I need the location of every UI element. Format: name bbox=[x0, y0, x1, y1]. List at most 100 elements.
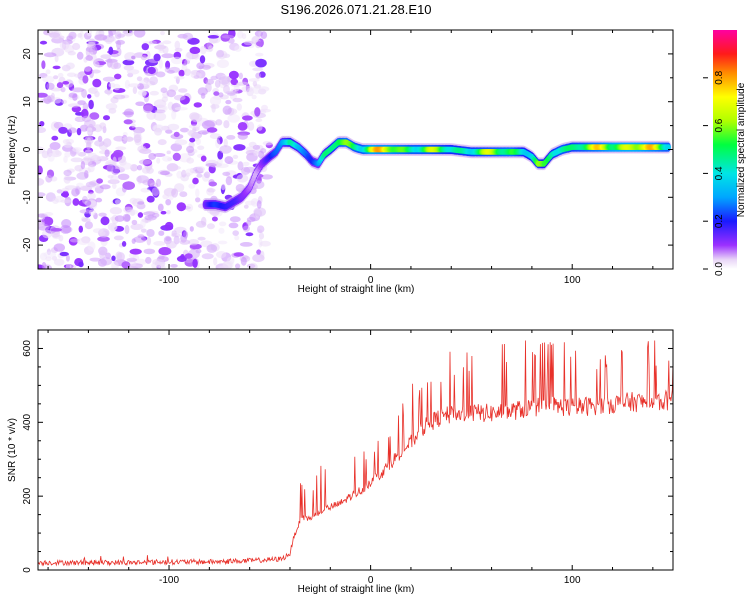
noise-blob bbox=[131, 238, 136, 244]
colorbar-ticks: 0.0 0.2 0.4 0.6 0.8 bbox=[703, 70, 725, 276]
noise-blob bbox=[157, 139, 167, 146]
noise-blob bbox=[68, 31, 77, 40]
noise-blob bbox=[89, 112, 100, 120]
noise-blob bbox=[53, 258, 65, 266]
noise-blob bbox=[39, 121, 45, 127]
noise-blob bbox=[182, 32, 194, 41]
noise-blob bbox=[255, 58, 267, 68]
noise-blob bbox=[180, 127, 189, 133]
noise-blob bbox=[228, 70, 239, 80]
noise-blob bbox=[206, 244, 218, 253]
noise-blob bbox=[45, 174, 53, 183]
noise-blob bbox=[50, 228, 63, 232]
noise-blob bbox=[246, 220, 252, 226]
noise-blob bbox=[244, 200, 256, 206]
noise-blob bbox=[146, 111, 157, 120]
y-tick-label: 20 bbox=[22, 48, 33, 60]
noise-blob bbox=[185, 51, 193, 62]
noise-blob bbox=[230, 78, 239, 86]
noise-blob bbox=[137, 145, 147, 153]
noise-blob bbox=[227, 114, 240, 123]
noise-blob bbox=[62, 81, 70, 85]
noise-blob bbox=[195, 197, 201, 203]
noise-blob bbox=[71, 187, 80, 197]
noise-blob bbox=[200, 155, 207, 162]
noise-blob bbox=[87, 87, 96, 93]
spectrogram-y-axis-label: Frequency (Hz) bbox=[7, 116, 18, 185]
noise-blob bbox=[259, 240, 271, 247]
noise-blob bbox=[99, 184, 111, 190]
noise-blob bbox=[56, 189, 63, 194]
noise-blob bbox=[258, 232, 265, 240]
noise-blob bbox=[184, 253, 193, 259]
noise-blob bbox=[162, 105, 168, 111]
noise-blob bbox=[232, 97, 243, 103]
noise-blob bbox=[92, 78, 102, 88]
noise-blob bbox=[76, 127, 82, 136]
noise-blob bbox=[143, 211, 156, 216]
noise-blob bbox=[184, 68, 191, 77]
noise-blob bbox=[52, 198, 59, 204]
noise-blob bbox=[218, 92, 224, 98]
noise-blob bbox=[236, 81, 249, 86]
noise-blob bbox=[65, 254, 70, 262]
noise-blob bbox=[242, 115, 253, 121]
noise-blob bbox=[52, 97, 62, 104]
noise-blob bbox=[192, 177, 199, 185]
noise-blob bbox=[213, 257, 218, 266]
noise-blob bbox=[112, 183, 117, 189]
noise-blob bbox=[253, 207, 266, 217]
noise-blob bbox=[129, 248, 142, 255]
noise-blob bbox=[65, 263, 72, 269]
noise-blob bbox=[138, 159, 152, 165]
noise-blob bbox=[220, 183, 226, 191]
noise-blob bbox=[140, 187, 150, 193]
noise-blob bbox=[260, 31, 268, 39]
noise-blob bbox=[158, 247, 172, 256]
noise-blob bbox=[233, 252, 244, 257]
noise-blob bbox=[124, 79, 130, 89]
noise-blob bbox=[74, 73, 81, 78]
noise-blob bbox=[216, 251, 227, 259]
noise-blob bbox=[256, 249, 262, 255]
noise-blob bbox=[114, 199, 121, 205]
spectrogram-x-ticks: -100 0 100 bbox=[47, 30, 654, 286]
noise-blob bbox=[126, 266, 139, 269]
y-tick-label: 10 bbox=[22, 96, 33, 108]
noise-blob bbox=[146, 195, 155, 203]
noise-blob bbox=[174, 106, 188, 111]
noise-blob bbox=[108, 30, 117, 36]
noise-blob bbox=[246, 263, 256, 269]
noise-blob bbox=[179, 239, 191, 245]
noise-blob bbox=[78, 261, 84, 268]
noise-blob bbox=[84, 170, 89, 179]
noise-blob bbox=[136, 175, 149, 184]
noise-blob bbox=[189, 46, 201, 55]
noise-blob bbox=[105, 103, 118, 110]
noise-blob bbox=[185, 203, 194, 212]
noise-blob bbox=[137, 212, 144, 218]
noise-blob bbox=[189, 226, 194, 232]
noise-blob bbox=[193, 102, 202, 108]
noise-blob bbox=[135, 101, 145, 107]
noise-blob bbox=[219, 145, 232, 154]
noise-blob bbox=[164, 221, 174, 231]
noise-blob bbox=[67, 51, 76, 56]
noise-blob bbox=[94, 140, 105, 147]
noise-blob bbox=[205, 78, 215, 85]
noise-blob bbox=[201, 216, 207, 226]
noise-blob bbox=[178, 69, 185, 77]
noise-blob bbox=[76, 182, 84, 188]
noise-blob bbox=[187, 37, 200, 45]
noise-blob bbox=[160, 30, 165, 36]
noise-blob bbox=[113, 149, 124, 158]
noise-blob bbox=[122, 213, 131, 222]
noise-blob bbox=[81, 115, 92, 123]
noise-blob bbox=[72, 93, 78, 101]
noise-blob bbox=[85, 181, 97, 188]
noise-blob bbox=[102, 76, 116, 82]
noise-blob bbox=[147, 66, 156, 75]
noise-blob bbox=[252, 180, 265, 189]
noise-blob bbox=[42, 75, 55, 84]
noise-blob bbox=[168, 165, 181, 170]
